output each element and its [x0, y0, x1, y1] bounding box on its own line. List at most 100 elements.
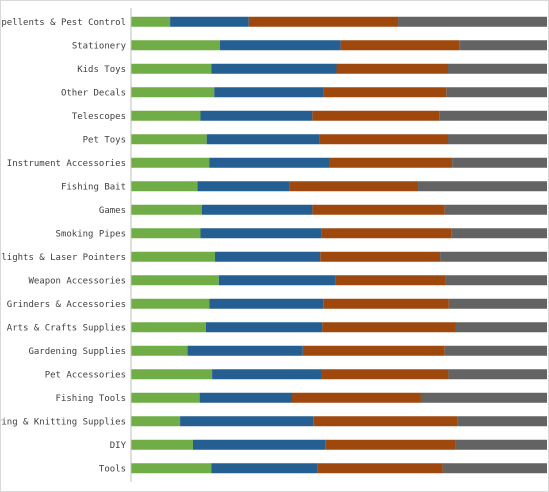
bar-segment-2-row-10: [200, 228, 322, 239]
category-label: Gardening Supplies: [28, 347, 126, 357]
bar-segment-4-row-16: [448, 369, 547, 380]
category-label: Telescopes: [72, 112, 126, 122]
category-label: Pet Accessories: [45, 370, 126, 380]
bar-segment-4-row-5: [439, 110, 547, 121]
bar-segment-3-row-12: [335, 275, 446, 286]
category-labels: Bug Repellents & Pest Control Stationery K…: [1, 18, 127, 475]
bar-segment-1-row-4: [131, 87, 215, 98]
bar-segment-4-row-2: [459, 40, 547, 51]
bar-segment-4-row-12: [445, 275, 547, 286]
bar-segment-4-row-3: [447, 63, 547, 74]
bar-segment-1-row-17: [131, 392, 200, 403]
category-label: Pet Toys: [83, 135, 126, 145]
category-label: Games: [99, 206, 126, 216]
bar-segment-4-row-10: [451, 228, 547, 239]
bar-segment-3-row-11: [320, 251, 441, 262]
bar-segment-3-row-15: [302, 345, 445, 356]
category-label: Bug Repellents & Pest Control: [1, 18, 126, 28]
bar-segment-1-row-15: [131, 345, 188, 356]
bar-segment-1-row-11: [131, 251, 216, 262]
bar-segment-1-row-1: [131, 16, 171, 27]
bar-segment-1-row-5: [131, 110, 201, 121]
bar-segment-4-row-13: [448, 298, 547, 309]
bar-segment-2-row-20: [211, 463, 318, 474]
bar-segment-1-row-20: [131, 463, 212, 474]
bar-segment-4-row-11: [440, 251, 547, 262]
bar-segment-4-row-17: [420, 392, 547, 403]
bar-segment-3-row-9: [312, 204, 445, 215]
bar-segment-3-row-7: [329, 157, 453, 168]
bar-segment-3-row-16: [321, 369, 449, 380]
category-label: Sewing & Knitting Supplies: [1, 417, 126, 427]
bar-segment-2-row-12: [218, 275, 336, 286]
bar-segment-3-row-18: [313, 416, 458, 427]
category-label: Weapon Accessories: [28, 276, 126, 286]
bar-segment-1-row-12: [131, 275, 219, 286]
bar-segment-3-row-14: [322, 322, 456, 333]
bar-segment-1-row-19: [131, 439, 193, 450]
category-label: Arts & Crafts Supplies: [7, 323, 126, 333]
bar-segment-4-row-20: [442, 463, 547, 474]
bar-segment-2-row-5: [200, 110, 313, 121]
category-label: Other Decals: [61, 88, 126, 98]
bar-segment-2-row-1: [170, 16, 249, 27]
bar-segment-1-row-13: [131, 298, 210, 309]
category-label: Fishing Bait: [61, 182, 126, 192]
category-label: DIY: [110, 441, 127, 451]
bar-segment-2-row-3: [211, 63, 337, 74]
bar-segment-1-row-14: [131, 322, 206, 333]
category-label: Smoking Pipes: [56, 229, 126, 239]
bar-segment-1-row-7: [131, 157, 210, 168]
bar-segment-3-row-3: [336, 63, 448, 74]
bar-segment-3-row-5: [312, 110, 440, 121]
bar-segment-4-row-15: [444, 345, 547, 356]
bar-segment-1-row-8: [131, 181, 198, 192]
category-label: Tools: [99, 464, 126, 474]
bar-segment-2-row-16: [212, 369, 322, 380]
bar-segment-1-row-16: [131, 369, 213, 380]
bar-segment-2-row-18: [180, 416, 314, 427]
bar-segment-2-row-6: [206, 134, 320, 145]
category-label: Kids Toys: [77, 65, 126, 75]
bars-layer: [131, 16, 547, 474]
bar-segment-2-row-7: [209, 157, 330, 168]
bar-segment-3-row-20: [317, 463, 443, 474]
bar-segment-2-row-9: [201, 204, 313, 215]
bar-segment-4-row-19: [455, 439, 547, 450]
bar-segment-2-row-17: [199, 392, 292, 403]
bar-segment-4-row-18: [457, 416, 547, 427]
bar-segment-1-row-3: [131, 63, 212, 74]
bar-segment-3-row-8: [289, 181, 419, 192]
bar-segment-3-row-4: [323, 87, 447, 98]
bar-segment-3-row-10: [321, 228, 452, 239]
bar-segment-4-row-4: [446, 87, 547, 98]
bar-segment-3-row-6: [319, 134, 448, 145]
category-label: Musical Instrument Accessories: [1, 159, 126, 169]
bar-segment-2-row-19: [192, 439, 326, 450]
bar-segment-2-row-4: [214, 87, 324, 98]
bar-segment-3-row-1: [248, 16, 399, 27]
category-label: Tobacco Grinders & Accessories: [1, 300, 126, 310]
bar-segment-2-row-15: [187, 345, 303, 356]
bar-segment-4-row-8: [418, 181, 547, 192]
bar-segment-2-row-14: [205, 322, 323, 333]
bar-segment-2-row-13: [209, 298, 324, 309]
bar-segment-4-row-9: [444, 204, 547, 215]
bar-segment-4-row-6: [447, 134, 547, 145]
bar-segment-4-row-14: [455, 322, 547, 333]
bar-segment-3-row-13: [323, 298, 449, 309]
category-label: Flashlights & Laser Pointers: [1, 253, 126, 263]
bar-segment-2-row-2: [220, 40, 341, 51]
bar-segment-1-row-18: [131, 416, 181, 427]
bar-segment-2-row-11: [215, 251, 321, 262]
bar-segment-1-row-10: [131, 228, 201, 239]
bar-segment-1-row-2: [131, 40, 221, 51]
bar-segment-3-row-2: [340, 40, 460, 51]
category-label: Stationery: [72, 41, 127, 51]
bar-segment-1-row-6: [131, 134, 207, 145]
bar-segment-2-row-8: [197, 181, 290, 192]
bar-segment-3-row-19: [325, 439, 456, 450]
bar-segment-3-row-17: [291, 392, 421, 403]
